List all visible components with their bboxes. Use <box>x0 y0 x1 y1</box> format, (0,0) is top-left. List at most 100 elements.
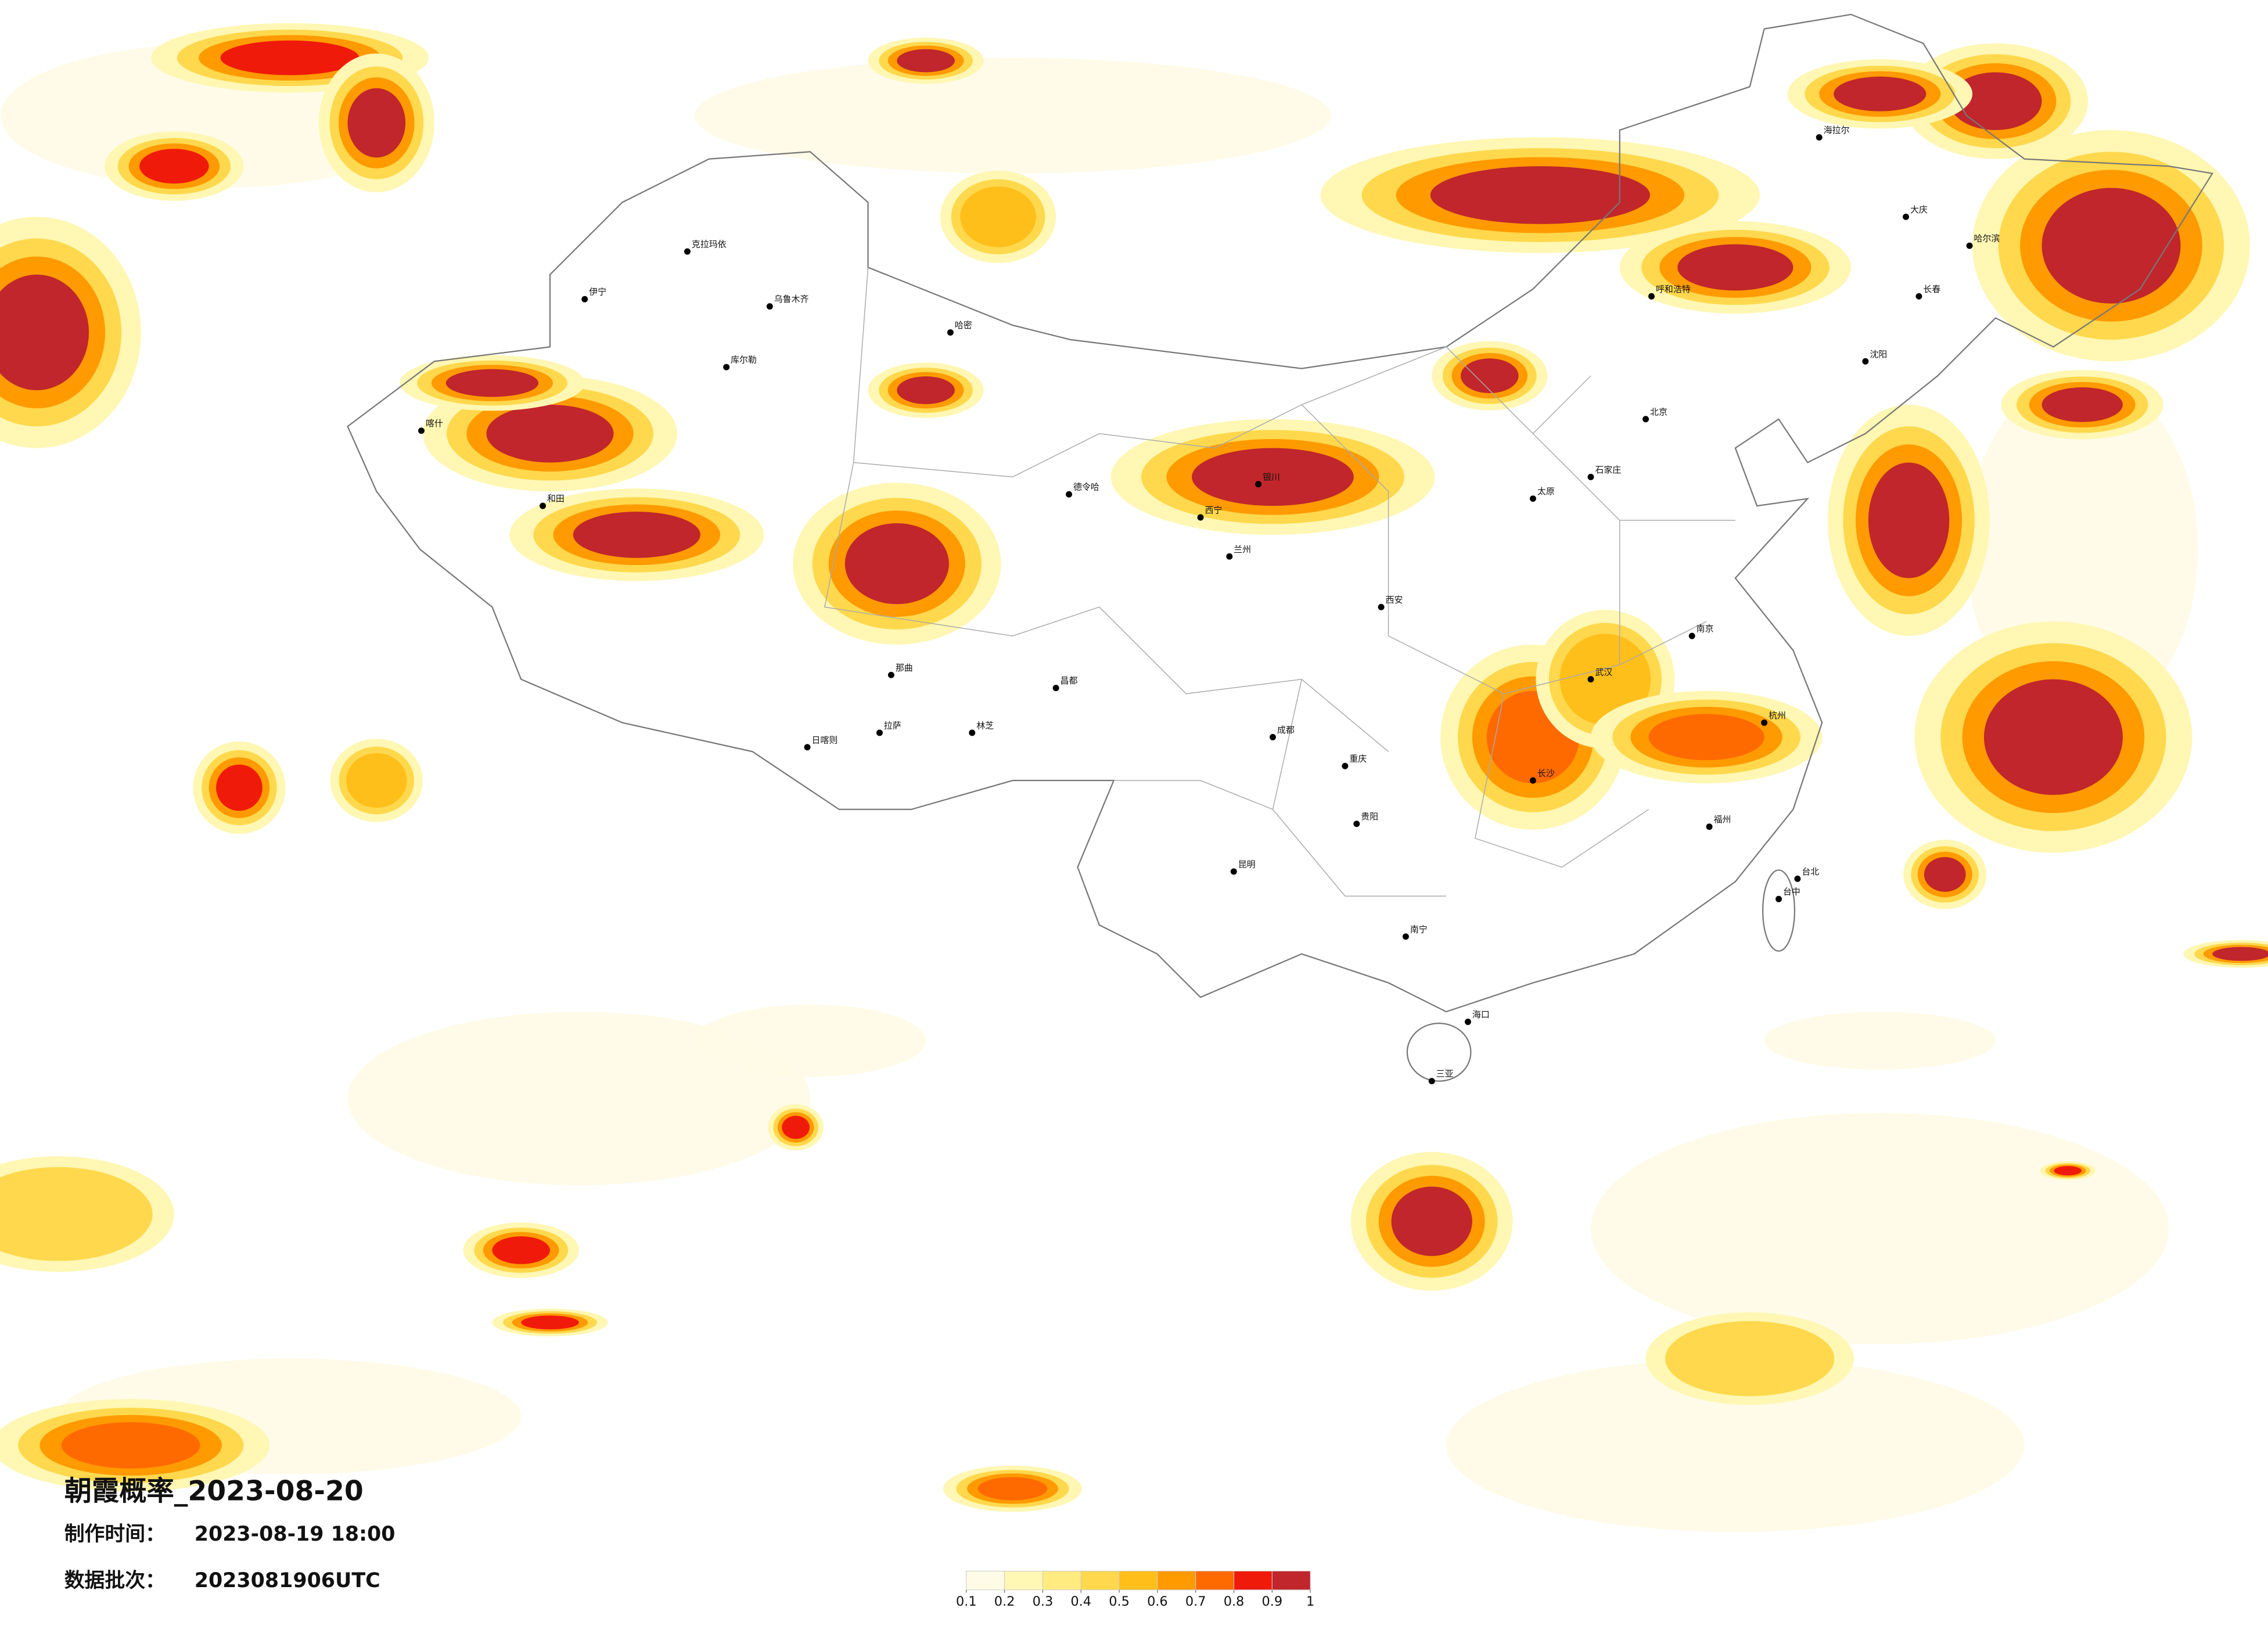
heat-layer <box>0 23 2268 1533</box>
legend-tick-label: 0.1 <box>956 1594 977 1609</box>
city-dot <box>1587 676 1594 683</box>
city-dot <box>766 303 773 310</box>
city-dot <box>723 364 730 370</box>
batch-value: 2023081906UTC <box>195 1569 380 1592</box>
city-dot <box>1052 685 1059 692</box>
legend-swatch <box>1119 1570 1158 1591</box>
city-label: 兰州 <box>1234 544 1251 555</box>
legend-tick-label: 0.4 <box>1070 1594 1091 1609</box>
city-dot <box>1862 358 1869 365</box>
city-dot <box>1775 895 1782 902</box>
heat-field <box>347 1012 810 1185</box>
legend-swatch <box>1004 1570 1043 1591</box>
city-dot <box>1230 868 1237 875</box>
city-label: 库尔勒 <box>731 355 757 365</box>
city-label: 台中 <box>1783 887 1800 897</box>
legend-tick-label: 0.8 <box>1224 1594 1245 1609</box>
city-label: 林芝 <box>976 720 994 731</box>
city-label: 拉萨 <box>884 720 901 731</box>
city-label: 呼和浩特 <box>1656 284 1691 294</box>
heat-blob <box>521 1315 579 1330</box>
city-dot <box>804 744 811 751</box>
city-label: 沈阳 <box>1870 349 1887 359</box>
heat-blob <box>1192 448 1354 506</box>
city-dot <box>1642 416 1649 423</box>
heat-blob <box>969 193 1027 240</box>
city-label: 北京 <box>1650 406 1667 417</box>
city-dot <box>1587 473 1594 480</box>
city-dot <box>1342 762 1349 769</box>
legend-tick-label: 0.5 <box>1109 1594 1130 1609</box>
city-label: 乌鲁木齐 <box>774 294 809 304</box>
made-time-value: 2023-08-19 18:00 <box>195 1523 396 1546</box>
city-label: 和田 <box>547 494 565 504</box>
heat-blob <box>2041 387 2123 422</box>
city-dot <box>1903 213 1910 220</box>
heat-blob <box>844 523 949 605</box>
city-dot <box>1529 495 1536 502</box>
heat-blob <box>1677 244 1793 291</box>
heat-blob <box>445 369 539 397</box>
city-label: 昆明 <box>1238 859 1256 869</box>
heat-blob <box>1391 1186 1472 1256</box>
city-dot <box>1688 632 1695 639</box>
city-label: 三亚 <box>1436 1069 1454 1079</box>
heat-blob <box>897 376 955 404</box>
heat-blob <box>347 88 406 158</box>
heat-blob <box>897 49 955 73</box>
city-dot <box>876 729 883 736</box>
city-label: 喀什 <box>426 418 443 429</box>
city-dot <box>1197 514 1204 521</box>
city-label: 南宁 <box>1410 924 1428 934</box>
city-dot <box>1966 242 1973 249</box>
china-border <box>347 13 2214 1013</box>
city-label: 西宁 <box>1205 505 1222 516</box>
city-dot <box>581 296 588 303</box>
legend-swatch <box>966 1570 1005 1591</box>
city-label: 银川 <box>1263 472 1280 482</box>
city-label: 南京 <box>1696 624 1714 634</box>
city-dot <box>1353 821 1360 828</box>
legend: 0.1 0.2 0.3 0.4 0.5 0.6 0.7 0.8 0.9 1 <box>956 1570 1314 1609</box>
city-label: 德令哈 <box>1073 482 1099 492</box>
heat-field <box>1446 1358 2025 1533</box>
heat-blob <box>486 404 614 463</box>
heat-blob <box>0 274 89 390</box>
city-label: 哈尔滨 <box>1974 233 2000 244</box>
city-label: 长春 <box>1923 284 1940 294</box>
city-dot <box>1529 777 1536 784</box>
city-dot <box>1378 603 1385 610</box>
city-dot <box>887 671 894 678</box>
city-label: 大庆 <box>1910 204 1928 215</box>
province-borders <box>824 267 1735 897</box>
city-dot <box>1706 823 1713 830</box>
city-dot <box>1255 481 1262 488</box>
made-time-label: 制作时间： <box>64 1523 166 1546</box>
city-label: 台北 <box>1802 866 1819 877</box>
city-label: 伊宁 <box>589 287 606 297</box>
city-dot <box>947 329 954 336</box>
map-title: 朝霞概率_2023-08-20 <box>64 1475 364 1507</box>
heat-blob <box>353 760 400 801</box>
heat-blob <box>782 1116 810 1139</box>
city-label: 贵阳 <box>1361 811 1378 822</box>
city-dot <box>1066 491 1072 498</box>
heat-blob <box>1 1185 117 1243</box>
city-dot <box>1794 875 1801 882</box>
city-label: 海口 <box>1472 1009 1490 1020</box>
legend-tick-label: 0.7 <box>1185 1594 1206 1609</box>
legend-tick-label: 0.9 <box>1262 1594 1283 1609</box>
heat-blob <box>61 1422 200 1469</box>
city-label: 哈密 <box>955 320 972 330</box>
city-dot <box>540 502 547 509</box>
heat-blob <box>2054 1166 2082 1175</box>
heat-blob <box>220 40 360 75</box>
heat-blob <box>2041 188 2181 304</box>
heat-blob <box>1430 166 1651 224</box>
heat-blob <box>1834 76 1926 111</box>
legend-tick-label: 0.3 <box>1033 1594 1054 1609</box>
legend-swatch <box>1234 1570 1273 1591</box>
